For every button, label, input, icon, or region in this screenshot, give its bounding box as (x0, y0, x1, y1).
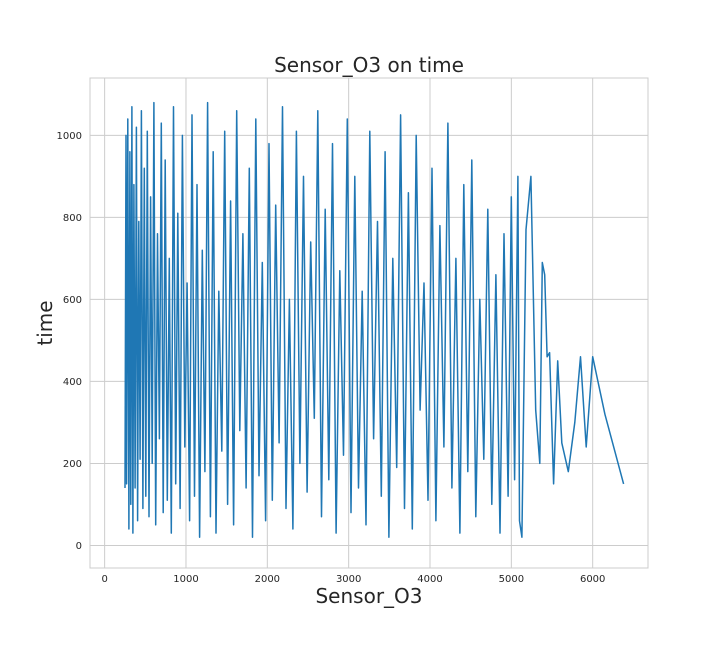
y-tick-label: 0 (76, 541, 82, 552)
y-tick-label: 1000 (57, 131, 82, 142)
y-tick-label: 600 (63, 295, 82, 306)
x-axis-label: Sensor_O3 (315, 584, 422, 608)
y-tick-label: 400 (63, 377, 82, 388)
y-tick-labels: 0 200 400 600 800 1000 (57, 131, 82, 552)
x-tick-label: 1000 (173, 574, 198, 585)
x-tick-label: 0 (101, 574, 107, 585)
y-tick-label: 800 (63, 213, 82, 224)
y-axis-label: time (33, 300, 57, 345)
x-tick-label: 5000 (499, 574, 524, 585)
x-tick-label: 3000 (336, 574, 361, 585)
x-tick-label: 4000 (417, 574, 442, 585)
plot-frame (89, 77, 649, 569)
x-tick-label: 6000 (580, 574, 605, 585)
chart-title: Sensor_O3 on time (274, 53, 464, 77)
x-tick-labels: 0 1000 2000 3000 4000 5000 6000 (101, 574, 605, 585)
series-layer (124, 101, 625, 538)
series-line (124, 101, 625, 538)
x-tick-label: 2000 (255, 574, 280, 585)
y-tick-label: 200 (63, 459, 82, 470)
